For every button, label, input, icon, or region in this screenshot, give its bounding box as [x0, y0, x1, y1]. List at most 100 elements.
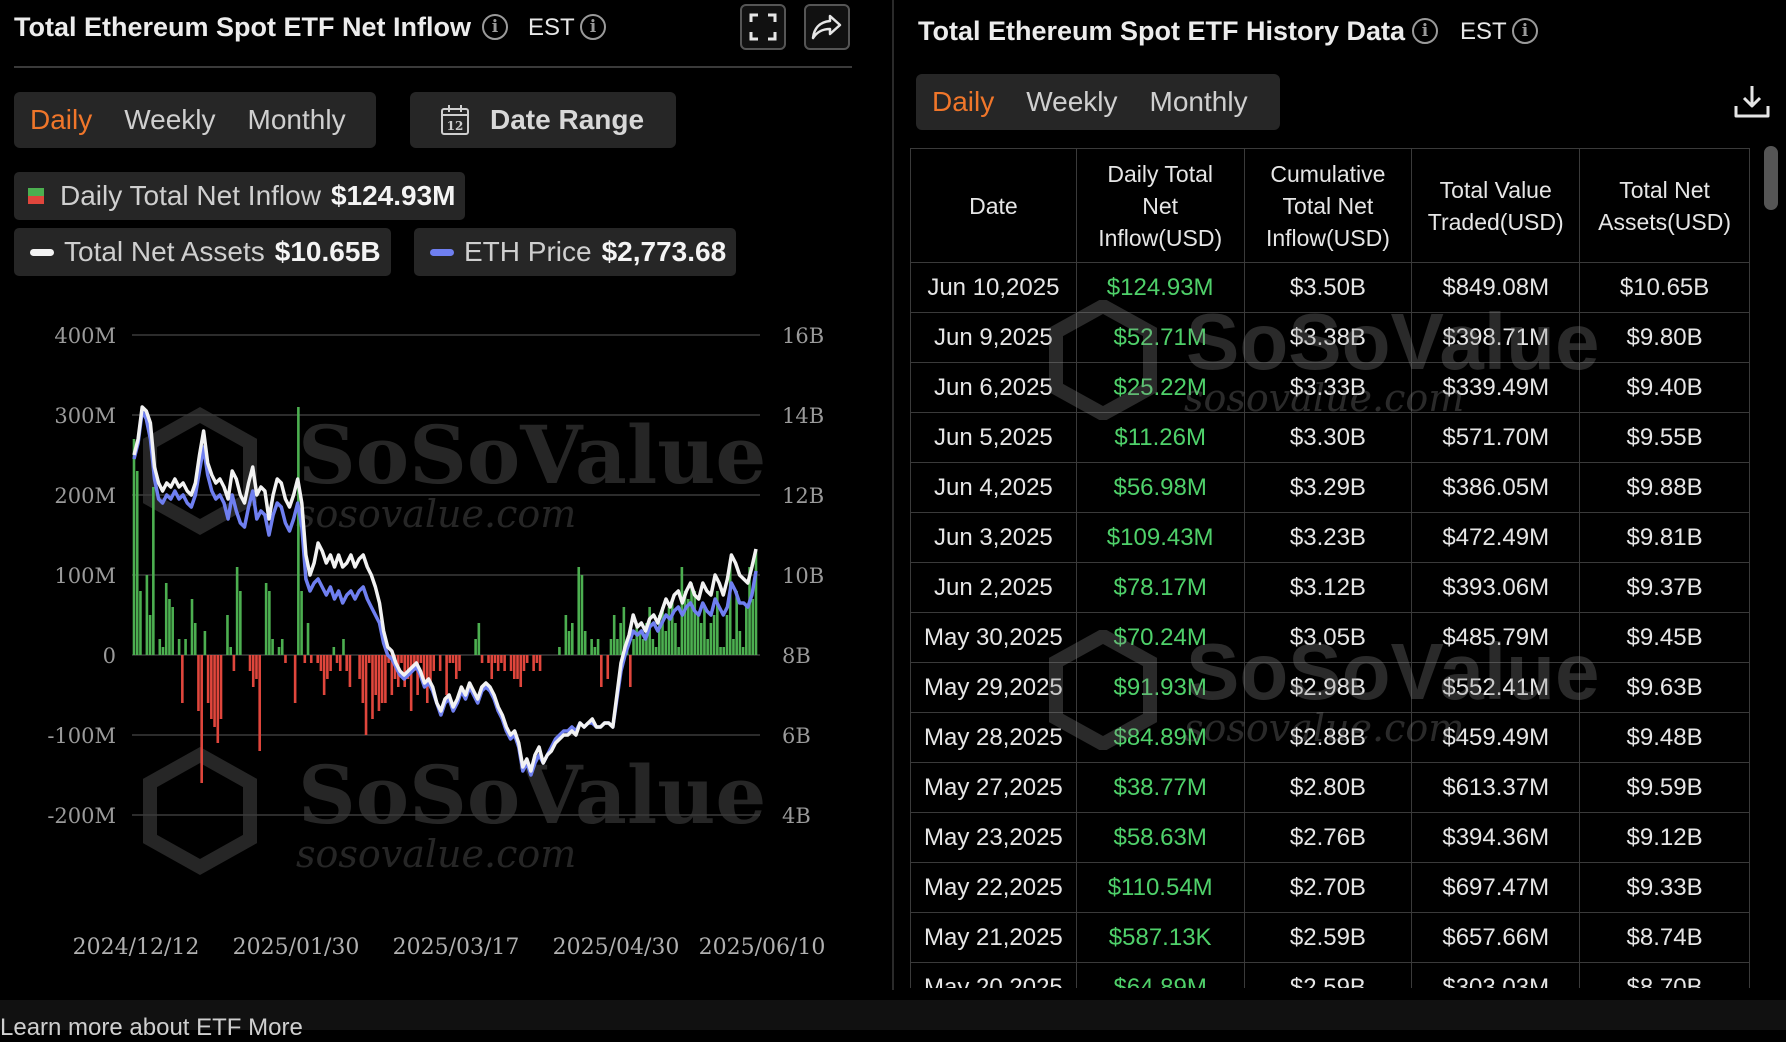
col-header-cumulative-inflow[interactable]: Cumulative Total Net Inflow(USD) [1243, 148, 1413, 263]
timezone-info-icon[interactable]: i [580, 14, 606, 40]
inflow-bar [239, 591, 242, 655]
inflow-bar [451, 655, 455, 663]
inflow-bar [564, 615, 568, 655]
table-row[interactable]: Jun 10,2025 $124.93M $3.50B $849.08M $10.65B [910, 262, 1750, 313]
cell-daily-inflow: $11.26M [1075, 412, 1245, 463]
cell-daily-inflow: $38.77M [1075, 762, 1245, 813]
inflow-bar [152, 487, 155, 655]
tab-weekly[interactable]: Weekly [124, 104, 216, 135]
inflow-bar [751, 599, 755, 655]
col-header-date[interactable]: Date [910, 148, 1077, 263]
history-timezone-label: EST [1460, 18, 1507, 45]
chart-lines [132, 405, 758, 777]
legend-daily-inflow[interactable]: Daily Total Net Inflow $124.93M [14, 172, 466, 220]
history-title: Total Ethereum Spot ETF History Data [918, 16, 1405, 47]
inflow-bar [496, 655, 500, 671]
col-header-daily-inflow[interactable]: Daily Total Net Inflow(USD) [1075, 148, 1245, 263]
table-row[interactable]: Jun 6,2025 $25.22M $3.33B $339.49M $9.40B [910, 362, 1750, 413]
table-row[interactable]: Jun 2,2025 $78.17M $3.12B $393.06M $9.37B [910, 562, 1750, 613]
info-icon[interactable]: i [482, 14, 508, 40]
inflow-bar [493, 655, 497, 663]
table-row[interactable]: May 22,2025 $110.54M $2.70B $697.47M $9.33B [910, 862, 1750, 913]
inflow-bar [738, 631, 742, 655]
history-tab-monthly[interactable]: Monthly [1149, 86, 1248, 117]
inflow-bar [745, 607, 748, 655]
inflow-bar [532, 655, 535, 671]
cell-net-assets: $9.48B [1579, 712, 1750, 763]
history-timezone-info-icon[interactable]: i [1512, 18, 1538, 44]
table-row[interactable]: May 21,2025 $587.13K $2.59B $657.66M $8.74B [910, 912, 1750, 963]
net-inflow-title: Total Ethereum Spot ETF Net Inflow [14, 12, 471, 43]
table-row[interactable]: May 29,2025 $91.93M $2.98B $552.41M $9.63B [910, 662, 1750, 713]
inflow-bar [477, 623, 481, 655]
cell-cumulative-inflow: $3.50B [1243, 262, 1413, 313]
fullscreen-button[interactable] [740, 4, 786, 50]
table-scrollbar[interactable] [1764, 146, 1778, 210]
cell-net-assets: $9.55B [1579, 412, 1750, 463]
cell-value-traded: $571.70M [1411, 412, 1581, 463]
inflow-bar [161, 647, 165, 655]
net-inflow-chart[interactable]: SoSoValuesosovalue.comSoSoValuesosovalue… [0, 280, 866, 1000]
net-assets-line [132, 405, 758, 773]
net-inflow-title-text: Total Ethereum Spot ETF Net Inflow [14, 12, 471, 42]
inflow-bar [171, 607, 174, 655]
cell-date: Jun 6,2025 [910, 362, 1077, 413]
inflow-bar [687, 599, 690, 655]
cell-cumulative-inflow: $2.59B [1243, 912, 1413, 963]
date-range-button[interactable]: 12 Date Range [410, 92, 676, 148]
table-row[interactable]: Jun 9,2025 $52.71M $3.38B $398.71M $9.80B [910, 312, 1750, 363]
logo-icon [143, 746, 257, 876]
inflow-bar [571, 623, 574, 655]
inflow-bar [338, 655, 342, 671]
history-tab-daily[interactable]: Daily [932, 86, 995, 117]
inflow-bar [264, 583, 268, 655]
inflow-bar [525, 655, 529, 663]
history-table-viewport[interactable]: Date Daily Total Net Inflow(USD) Cumulat… [900, 0, 1786, 988]
table-row[interactable]: Jun 3,2025 $109.43M $3.23B $472.49M $9.81B [910, 512, 1750, 563]
inflow-bar [609, 639, 613, 655]
inflow-bar [664, 631, 668, 655]
cell-cumulative-inflow: $2.70B [1243, 862, 1413, 913]
legend-total-net-assets[interactable]: Total Net Assets $10.65B [14, 228, 391, 276]
cell-date: May 29,2025 [910, 662, 1077, 713]
tab-daily[interactable]: Daily [30, 104, 93, 135]
tab-monthly[interactable]: Monthly [247, 104, 346, 135]
table-row[interactable]: Jun 5,2025 $11.26M $3.30B $571.70M $9.55B [910, 412, 1750, 463]
history-tab-weekly[interactable]: Weekly [1026, 86, 1118, 117]
cell-date: Jun 4,2025 [910, 462, 1077, 513]
cell-date: May 21,2025 [910, 912, 1077, 963]
table-row[interactable]: May 23,2025 $58.63M $2.76B $394.36M $9.12B [910, 812, 1750, 863]
cell-date: Jun 9,2025 [910, 312, 1077, 363]
history-info-icon[interactable]: i [1412, 18, 1438, 44]
table-row[interactable]: May 28,2025 $84.89M $2.88B $459.49M $9.48B [910, 712, 1750, 763]
table-row[interactable]: Jun 4,2025 $56.98M $3.29B $386.05M $9.88B [910, 462, 1750, 513]
cell-daily-inflow: $78.17M [1075, 562, 1245, 613]
download-button[interactable] [1732, 82, 1772, 122]
inflow-bar [661, 607, 664, 655]
cell-cumulative-inflow: $3.12B [1243, 562, 1413, 613]
table-row[interactable]: May 20,2025 $64.89M $2.59B $303.03M $8.70B [910, 962, 1750, 988]
inflow-bar [303, 655, 307, 663]
cell-cumulative-inflow: $3.23B [1243, 512, 1413, 563]
footer-text[interactable]: Learn more about ETF More [0, 1014, 303, 1041]
inflow-bar [606, 655, 610, 679]
x-tick: 2025/06/10 [699, 935, 826, 960]
table-row[interactable]: May 30,2025 $70.24M $3.05B $485.79M $9.45B [910, 612, 1750, 663]
cell-date: May 20,2025 [910, 962, 1077, 988]
history-title-text: Total Ethereum Spot ETF History Data [918, 16, 1406, 46]
legend-eth-price[interactable]: ETH Price $2,773.68 [414, 228, 737, 276]
y-left-tick: 100M [54, 564, 116, 588]
inflow-bar [445, 655, 448, 695]
cell-net-assets: $9.81B [1579, 512, 1750, 563]
inflow-bar [380, 655, 384, 703]
col-header-net-assets[interactable]: Total Net Assets(USD) [1579, 148, 1750, 263]
cell-date: Jun 5,2025 [910, 412, 1077, 463]
col-header-value-traded[interactable]: Total Value Traded(USD) [1411, 148, 1581, 263]
watermark-domain: sosovalue.com [296, 832, 576, 876]
cell-cumulative-inflow: $2.59B [1243, 962, 1413, 988]
share-button[interactable] [804, 4, 850, 50]
inflow-bar [248, 655, 252, 671]
inflow-bar [197, 655, 200, 711]
table-row[interactable]: May 27,2025 $38.77M $2.80B $613.37M $9.59B [910, 762, 1750, 813]
